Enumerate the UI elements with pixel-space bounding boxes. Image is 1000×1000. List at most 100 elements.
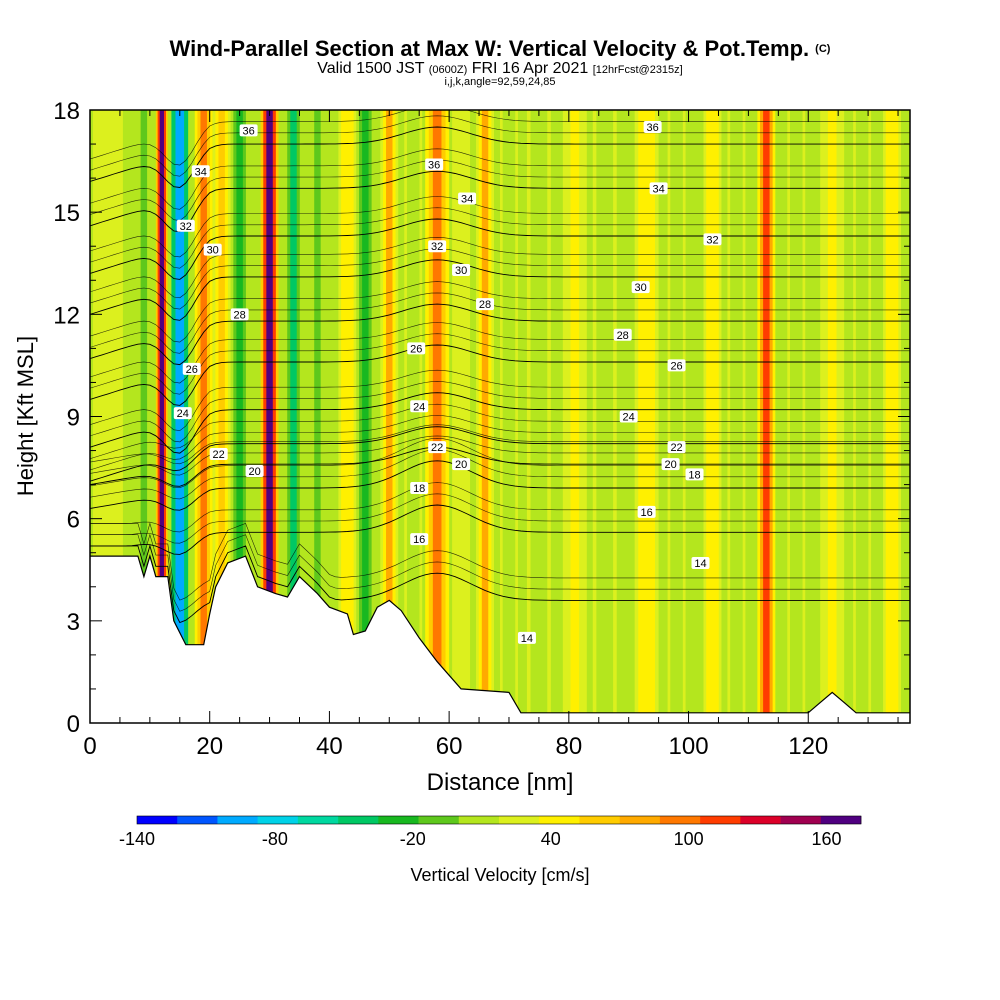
isentrope-label-text: 22 xyxy=(213,449,225,461)
isentrope-minor xyxy=(90,110,910,166)
isentrope-label: 22 xyxy=(667,441,686,454)
velocity-column-core xyxy=(102,110,114,723)
velocity-column-core xyxy=(570,110,580,723)
velocity-column-core xyxy=(827,110,837,723)
velocity-column-core xyxy=(432,110,442,723)
colorbar-swatch xyxy=(539,816,580,824)
x-tick-label: 20 xyxy=(196,733,223,760)
velocity-column-core xyxy=(534,110,544,723)
isentrope-minor xyxy=(90,292,910,354)
velocity-column-core xyxy=(159,110,164,723)
isentrope-label-text: 24 xyxy=(623,412,635,424)
colorbar xyxy=(136,815,862,825)
isentrope-label-box xyxy=(173,407,192,420)
isentrope-minor xyxy=(90,322,910,384)
colorbar-tick-label: -80 xyxy=(262,829,288,849)
x-tick-label: 80 xyxy=(555,733,582,760)
colorbar-swatch xyxy=(579,816,620,824)
isentrope-label-box xyxy=(517,631,536,644)
velocity-column-core xyxy=(218,110,225,723)
velocity-column-core xyxy=(733,110,740,723)
isentrope-label: 18 xyxy=(685,468,704,481)
isentrope-label: 20 xyxy=(245,464,264,478)
isentrope-label-text: 30 xyxy=(635,282,647,294)
colorbar-swatch xyxy=(700,816,741,824)
isentrope-label: 36 xyxy=(239,124,258,137)
isentrope-label-text: 26 xyxy=(410,343,422,355)
isentrope-label-box xyxy=(191,165,210,178)
isentrope-label-text: 34 xyxy=(195,166,207,178)
grid-info: i,j,k,angle=92,59,24,85 xyxy=(444,76,556,88)
isentrope-label-text: 14 xyxy=(694,558,706,570)
isentrope-label-box xyxy=(428,441,447,454)
isentrope-label: 20 xyxy=(452,458,471,471)
colorbar-swatch xyxy=(418,816,460,824)
isentrope-label: 36 xyxy=(425,158,444,171)
isentrope-label-text: 24 xyxy=(413,401,425,413)
isentrope-24 xyxy=(90,392,910,454)
isentrope-label-text: 16 xyxy=(641,507,653,519)
isentrope-label-text: 36 xyxy=(647,122,659,134)
isentrope-label: 32 xyxy=(176,219,195,233)
isentrope-label-box xyxy=(667,441,686,454)
isentrope-label-text: 34 xyxy=(461,194,473,206)
isentrope-label-text: 30 xyxy=(455,265,467,277)
isentrope-label-box xyxy=(476,298,495,311)
velocity-column-core xyxy=(200,110,207,723)
isentrope-label-box xyxy=(428,240,447,253)
velocity-column-core xyxy=(888,110,896,723)
colorbar-tick-label: 160 xyxy=(812,829,842,849)
isentrope-label-box xyxy=(619,410,638,423)
colorbar-swatch xyxy=(820,816,862,824)
isentrope-minor xyxy=(90,148,910,210)
velocity-column-core xyxy=(709,110,716,723)
colorbar-swatch xyxy=(177,816,218,824)
isentrope-label-box xyxy=(631,281,650,294)
isentrope-label-box xyxy=(643,121,662,134)
colorbar-tick-labels: -140 -80 -20 40 100 160 xyxy=(119,829,842,849)
isentrope-label: 28 xyxy=(613,328,632,342)
isentrope-label-box xyxy=(637,505,656,518)
velocity-column-core xyxy=(140,110,148,723)
colorbar-swatch xyxy=(780,816,822,824)
velocity-column-core xyxy=(600,110,610,723)
forecast-info: [12hrFcst@2315z] xyxy=(592,64,683,76)
x-tick-label: 60 xyxy=(436,733,463,760)
isentrope-label-box xyxy=(703,233,722,246)
isentrope-label-text: 32 xyxy=(706,234,718,246)
isentrope-label-text: 24 xyxy=(177,408,189,420)
isentrope-label-box xyxy=(661,458,680,471)
isentrope-label: 34 xyxy=(649,182,668,195)
colorbar-swatch xyxy=(458,816,500,824)
isentrope-minor xyxy=(90,493,910,544)
isentrope-label-box xyxy=(182,362,201,375)
isentrope-label-box xyxy=(452,264,471,277)
isentrope-18 xyxy=(90,460,910,511)
terrain-mask xyxy=(90,556,910,723)
y-tick-labels: 0 3 6 9 12 15 18 xyxy=(53,98,80,738)
isentrope-label: 30 xyxy=(631,281,650,294)
isentrope-minor xyxy=(90,381,910,443)
isentrope-label-text: 20 xyxy=(664,459,676,471)
y-tick-label: 18 xyxy=(53,98,80,125)
isentrope-label-box xyxy=(410,533,429,546)
colorbar-tick-label: 40 xyxy=(541,829,561,849)
isentrope-label: 30 xyxy=(203,243,222,257)
isentrope-label-box xyxy=(691,556,710,569)
velocity-column-core xyxy=(314,110,321,723)
isentrope-20 xyxy=(90,446,910,487)
valid-prefix: Valid 1500 JST xyxy=(317,60,425,77)
isentrope-label-text: 14 xyxy=(521,633,533,645)
isentrope-label-text: 20 xyxy=(248,466,260,478)
y-tick-label: 6 xyxy=(67,507,80,534)
colorbar-swatch xyxy=(217,816,258,824)
isentrope-labels: 36 36 36 34 34 34 32 32 32 30 30 30 28 28 28 26 26 26 24 24… xyxy=(90,121,910,714)
y-axis-label: Height [Kft MSL] xyxy=(13,336,38,496)
colorbar-swatch xyxy=(378,816,419,824)
plot-area: 36 36 36 34 34 34 32 32 32 30 30 30 28 28 28 26 26 26 24 24… xyxy=(89,109,911,724)
isentrope-minor xyxy=(90,449,910,500)
isentrope-label: 26 xyxy=(182,362,201,376)
isentrope-label: 26 xyxy=(667,359,686,372)
isentrope-minor xyxy=(90,333,910,395)
